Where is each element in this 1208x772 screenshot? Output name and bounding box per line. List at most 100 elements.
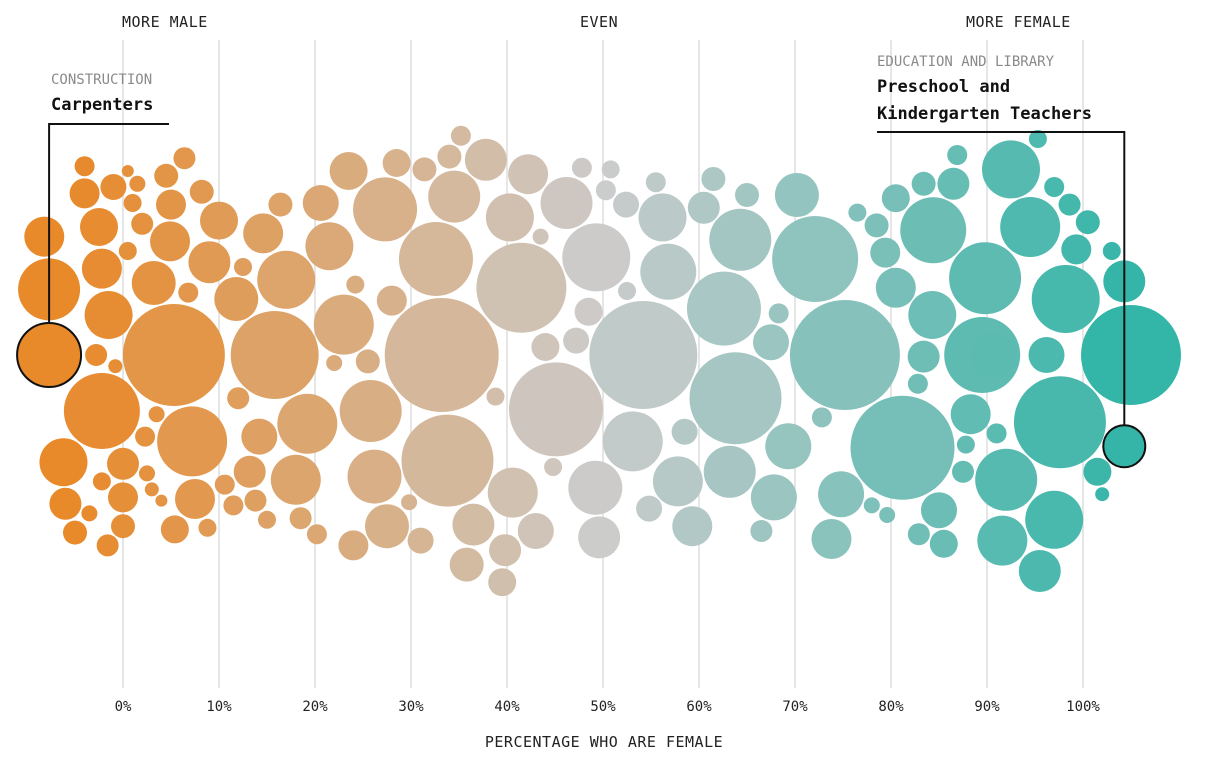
- occupation-bubble[interactable]: [768, 303, 789, 324]
- occupation-bubble[interactable]: [1083, 457, 1112, 486]
- occupation-bubble[interactable]: [306, 524, 327, 545]
- occupation-bubble[interactable]: [640, 243, 697, 300]
- occupation-bubble[interactable]: [863, 497, 880, 514]
- occupation-bubble[interactable]: [129, 175, 146, 192]
- occupation-bubble[interactable]: [613, 191, 640, 218]
- occupation-bubble[interactable]: [100, 174, 127, 200]
- occupation-bubble[interactable]: [875, 267, 916, 308]
- occupation-bubble[interactable]: [645, 172, 666, 193]
- occupation-bubble[interactable]: [476, 242, 567, 333]
- occupation-bubble[interactable]: [156, 189, 186, 220]
- occupation-bubble[interactable]: [753, 324, 789, 361]
- occupation-bubble[interactable]: [241, 418, 278, 455]
- occupation-bubble[interactable]: [811, 519, 852, 559]
- occupation-bubble[interactable]: [81, 505, 98, 522]
- occupation-bubble[interactable]: [950, 394, 991, 435]
- occupation-bubble[interactable]: [188, 241, 231, 284]
- occupation-bubble[interactable]: [532, 228, 549, 245]
- occupation-bubble[interactable]: [428, 170, 481, 223]
- occupation-bubble[interactable]: [81, 248, 122, 289]
- occupation-bubble[interactable]: [118, 242, 137, 260]
- occupation-bubble[interactable]: [198, 518, 217, 537]
- occupation-bubble[interactable]: [772, 216, 859, 302]
- occupation-bubble[interactable]: [1061, 234, 1092, 265]
- occupation-bubble[interactable]: [313, 294, 374, 355]
- occupation-bubble[interactable]: [398, 222, 473, 296]
- occupation-bubble[interactable]: [160, 515, 189, 544]
- occupation-bubble[interactable]: [376, 285, 407, 316]
- occupation-bubble[interactable]: [1013, 376, 1106, 469]
- occupation-bubble[interactable]: [214, 277, 259, 321]
- occupation-bubble[interactable]: [257, 250, 316, 309]
- occupation-bubble[interactable]: [879, 507, 896, 523]
- occupation-bubble[interactable]: [49, 487, 82, 520]
- occupation-bubble[interactable]: [765, 423, 812, 470]
- occupation-bubble[interactable]: [173, 147, 196, 170]
- occupation-bubble[interactable]: [977, 515, 1028, 566]
- occupation-bubble[interactable]: [850, 395, 955, 500]
- occupation-bubble[interactable]: [452, 503, 495, 546]
- occupation-bubble[interactable]: [848, 203, 867, 222]
- occupation-bubble[interactable]: [1075, 210, 1100, 235]
- occupation-bubble[interactable]: [870, 237, 901, 268]
- occupation-bubble[interactable]: [1031, 265, 1100, 333]
- occupation-bubble[interactable]: [365, 504, 409, 549]
- occupation-bubble[interactable]: [214, 474, 235, 495]
- occupation-bubble[interactable]: [175, 479, 215, 519]
- occupation-bubble[interactable]: [508, 154, 549, 195]
- occupation-bubble[interactable]: [69, 178, 100, 209]
- occupation-bubble[interactable]: [907, 340, 940, 373]
- occupation-bubble[interactable]: [155, 494, 168, 507]
- occupation-bubble[interactable]: [652, 456, 703, 507]
- occupation-bubble[interactable]: [24, 216, 65, 257]
- occupation-bubble[interactable]: [789, 300, 900, 410]
- occupation-bubble[interactable]: [975, 448, 1038, 511]
- occupation-bubble[interactable]: [881, 184, 910, 213]
- occupation-bubble[interactable]: [346, 275, 365, 294]
- occupation-bubble[interactable]: [638, 193, 687, 242]
- occupation-bubble[interactable]: [956, 435, 975, 454]
- occupation-bubble[interactable]: [531, 333, 560, 361]
- occupation-bubble[interactable]: [595, 180, 616, 201]
- occupation-bubble[interactable]: [986, 423, 1007, 444]
- occupation-bubble[interactable]: [485, 193, 534, 242]
- occupation-bubble[interactable]: [671, 418, 698, 445]
- occupation-bubble[interactable]: [949, 242, 1022, 315]
- occupation-bubble[interactable]: [92, 472, 111, 491]
- highlighted-occupation-bubble[interactable]: [16, 322, 83, 388]
- occupation-bubble[interactable]: [750, 474, 797, 521]
- occupation-bubble[interactable]: [937, 167, 970, 200]
- occupation-bubble[interactable]: [85, 344, 108, 366]
- occupation-bubble[interactable]: [96, 534, 119, 557]
- occupation-bubble[interactable]: [329, 152, 368, 190]
- occupation-bubble[interactable]: [947, 145, 968, 165]
- occupation-bubble[interactable]: [63, 373, 140, 449]
- occupation-bubble[interactable]: [277, 393, 338, 454]
- occupation-bubble[interactable]: [84, 291, 133, 339]
- occupation-bubble[interactable]: [571, 157, 592, 178]
- occupation-bubble[interactable]: [907, 373, 928, 394]
- occupation-bubble[interactable]: [412, 157, 437, 182]
- occupation-bubble[interactable]: [1058, 193, 1081, 216]
- occupation-bubble[interactable]: [1095, 487, 1110, 502]
- occupation-bubble[interactable]: [437, 144, 462, 169]
- occupation-bubble[interactable]: [108, 482, 138, 513]
- occupation-bubble[interactable]: [401, 414, 494, 507]
- occupation-bubble[interactable]: [305, 222, 354, 271]
- occupation-bubble[interactable]: [1025, 490, 1084, 549]
- occupation-bubble[interactable]: [540, 177, 593, 229]
- occupation-bubble[interactable]: [601, 160, 620, 179]
- occupation-bubble[interactable]: [384, 298, 499, 412]
- occupation-bubble[interactable]: [568, 460, 623, 515]
- occupation-bubble[interactable]: [382, 149, 411, 177]
- occupation-bubble[interactable]: [911, 171, 936, 196]
- occupation-bubble[interactable]: [544, 458, 563, 476]
- occupation-bubble[interactable]: [326, 355, 343, 371]
- occupation-bubble[interactable]: [450, 125, 471, 146]
- occupation-bubble[interactable]: [111, 514, 135, 539]
- occupation-bubble[interactable]: [39, 438, 88, 487]
- occupation-bubble[interactable]: [223, 495, 244, 516]
- occupation-bubble[interactable]: [230, 311, 319, 399]
- occupation-bubble[interactable]: [929, 529, 958, 558]
- occupation-bubble[interactable]: [339, 380, 402, 442]
